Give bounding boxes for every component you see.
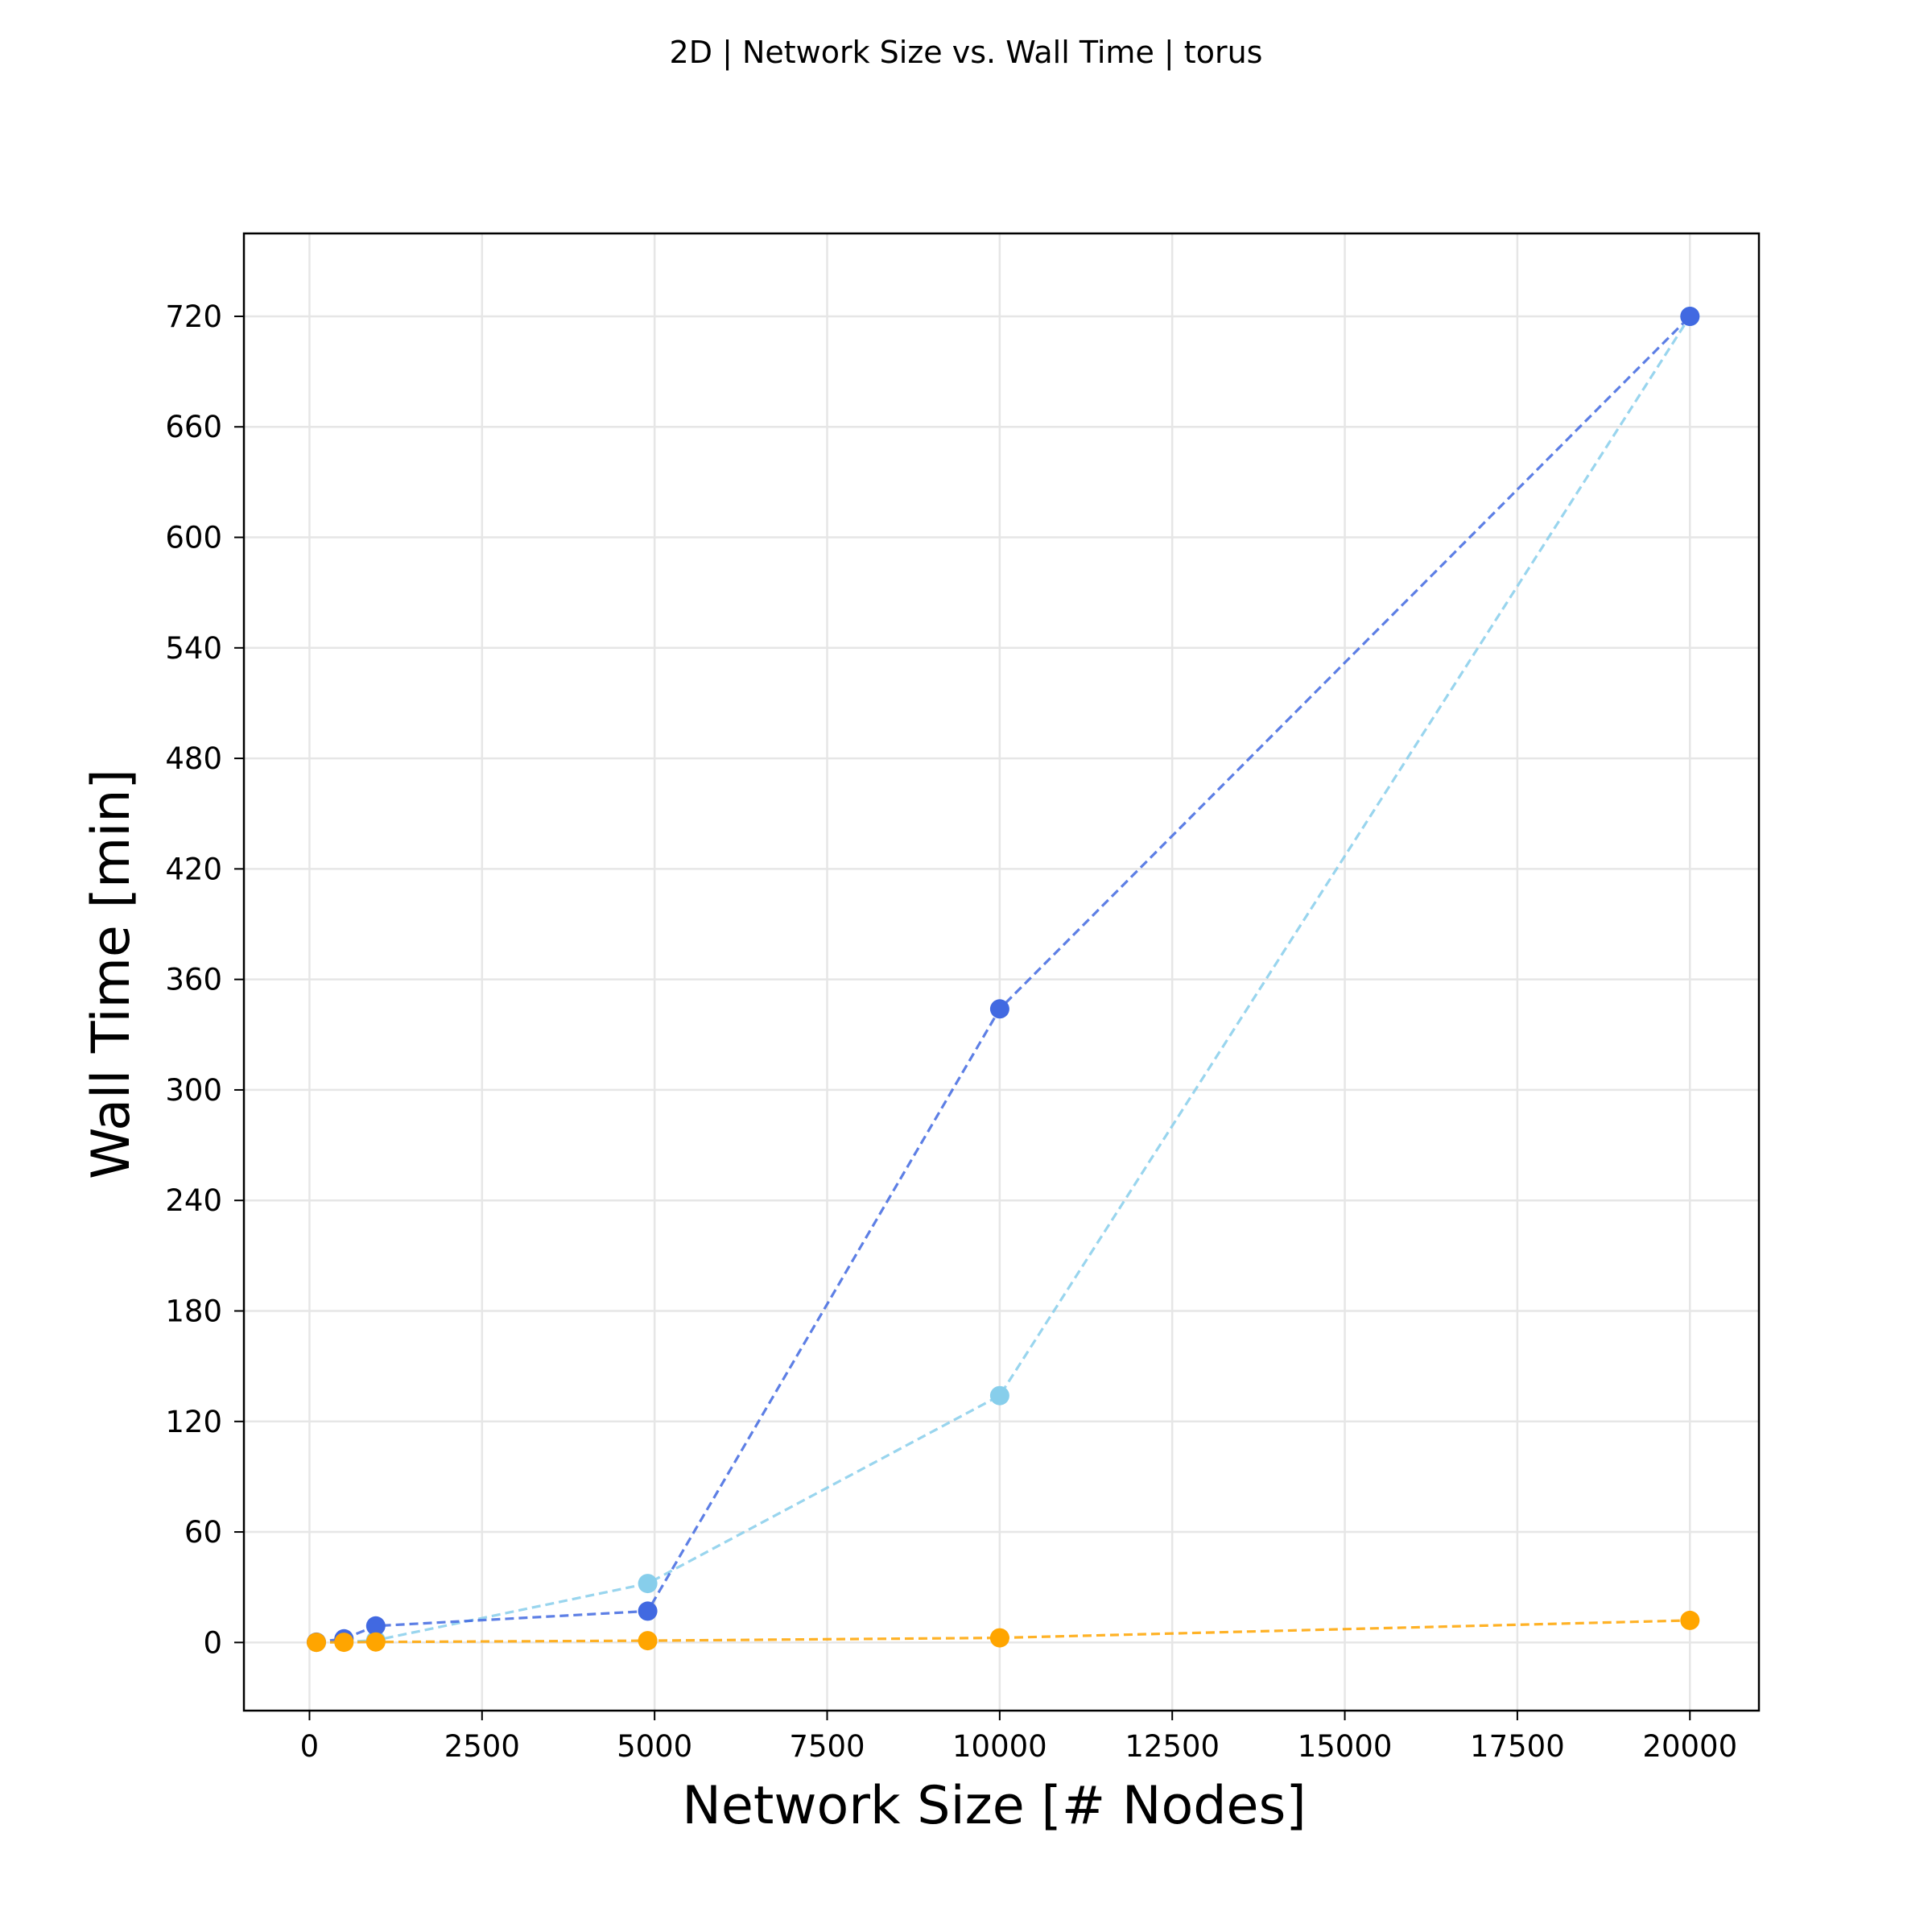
axis-ticks: 0 2500 5000 7500 10000 12500 15000 17500 20000 0 6… (165, 299, 1737, 1764)
data-point (989, 1385, 1009, 1406)
plot-area (307, 307, 1700, 1653)
x-axis-label: Network Size [# Nodes] (682, 1776, 1307, 1836)
y-tick-label: 360 (165, 963, 222, 997)
x-tick-label: 10000 (952, 1729, 1047, 1764)
y-tick-label: 240 (165, 1183, 222, 1218)
series-line (316, 316, 1691, 1644)
data-point (1680, 307, 1700, 326)
grid (244, 233, 1759, 1711)
x-tick-label: 12500 (1125, 1729, 1220, 1764)
series-line (316, 315, 1691, 1644)
y-tick-label: 120 (165, 1405, 222, 1439)
x-tick-label: 17500 (1470, 1729, 1565, 1764)
x-tick-label: 2500 (444, 1729, 520, 1764)
y-axis-label: Wall Time [min] (81, 769, 142, 1179)
x-tick-label: 5000 (617, 1729, 692, 1764)
y-tick-label: 480 (165, 741, 222, 776)
data-point (1680, 1610, 1700, 1630)
data-point (989, 999, 1009, 1019)
data-point (307, 1633, 326, 1653)
data-point (638, 1574, 658, 1594)
data-point (989, 1628, 1009, 1648)
y-tick-label: 420 (165, 852, 222, 886)
axes-frame (242, 232, 1761, 1712)
y-tick-label: 180 (165, 1294, 222, 1328)
x-tick-label: 15000 (1298, 1729, 1393, 1764)
x-tick-label: 7500 (789, 1729, 865, 1764)
data-point (638, 1601, 658, 1621)
series-3 (307, 1610, 1700, 1653)
x-tick-label: 0 (300, 1729, 320, 1764)
y-tick-label: 600 (165, 521, 222, 555)
data-point (638, 1631, 658, 1651)
chart-title: 2D | Network Size vs. Wall Time | torus (670, 35, 1263, 71)
data-point (365, 1632, 386, 1652)
y-tick-label: 540 (165, 631, 222, 666)
y-tick-label: 60 (184, 1515, 222, 1550)
x-tick-label: 20000 (1642, 1729, 1737, 1764)
y-tick-label: 300 (165, 1073, 222, 1108)
data-point (365, 1616, 386, 1636)
y-tick-label: 0 (203, 1625, 222, 1660)
y-tick-label: 660 (165, 410, 222, 444)
y-tick-label: 720 (165, 299, 222, 334)
series-line (316, 1619, 1690, 1644)
data-point (334, 1633, 354, 1653)
